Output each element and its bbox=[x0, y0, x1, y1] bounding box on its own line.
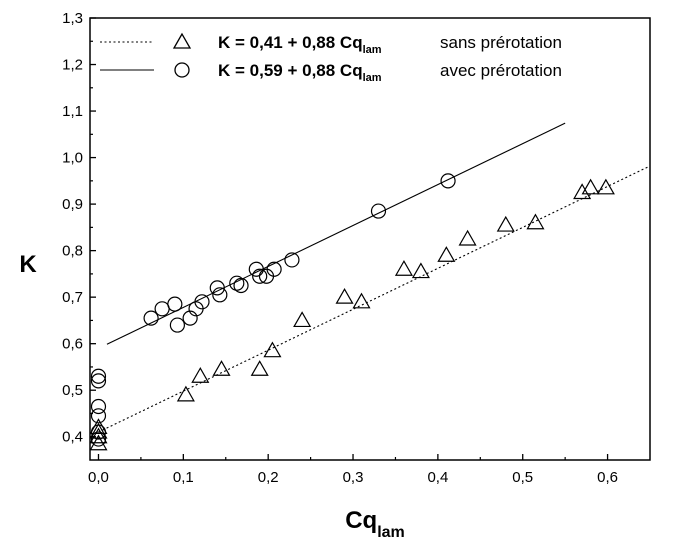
y-tick-label: 1,1 bbox=[62, 103, 83, 120]
fit-line-sans-prerotation bbox=[98, 165, 651, 433]
legend-formula-1: K = 0,41 + 0,88 Cqlam bbox=[218, 33, 382, 56]
legend-desc-1: sans prérotation bbox=[440, 33, 562, 52]
x-tick-label: 0,1 bbox=[173, 469, 194, 486]
y-tick-label: 1,0 bbox=[62, 150, 83, 167]
triangle-point bbox=[458, 229, 477, 246]
triangle-point bbox=[293, 311, 312, 328]
tick-labels: 0,0 0,1 0,2 0,3 0,4 0,5 0,6 0,4 0,5 0,6 0,7 0,8 0,9 1… bbox=[62, 10, 618, 486]
circle-point bbox=[194, 294, 210, 310]
legend-triangle-marker bbox=[172, 32, 192, 49]
triangle-point bbox=[89, 427, 108, 444]
x-tick-label: 0,0 bbox=[88, 469, 109, 486]
triangle-point bbox=[411, 262, 430, 279]
triangle-point bbox=[596, 178, 615, 195]
plot-frame bbox=[89, 17, 651, 461]
circle-point bbox=[370, 203, 387, 219]
fit-line-avec-prerotation bbox=[106, 122, 566, 345]
x-axis-title-main: Cq bbox=[345, 507, 377, 534]
circle-point bbox=[209, 280, 225, 296]
legend-formula-1-main: K = 0,41 + 0,88 Cq bbox=[218, 33, 363, 52]
triangle-point bbox=[394, 260, 413, 276]
triangle-point bbox=[496, 215, 515, 232]
y-tick-label: 0,9 bbox=[62, 196, 83, 213]
legend-circle-marker bbox=[174, 62, 190, 78]
circle-point bbox=[90, 398, 107, 415]
circle-point bbox=[143, 310, 159, 326]
triangle-point bbox=[89, 418, 108, 435]
circle-point bbox=[90, 373, 107, 389]
x-tick-label: 0,4 bbox=[427, 469, 448, 486]
legend-formula-2: K = 0,59 + 0,88 Cqlam bbox=[218, 61, 382, 84]
circle-point bbox=[212, 287, 228, 303]
legend-desc-2: avec prérotation bbox=[440, 61, 562, 80]
triangle-point bbox=[212, 360, 231, 376]
circle-point bbox=[167, 296, 183, 312]
circle-point bbox=[154, 301, 170, 317]
legend-entry-triangle: K = 0,41 + 0,88 Cqlam sans prérotation bbox=[100, 32, 562, 56]
axis-ticks bbox=[90, 17, 609, 460]
y-tick-label: 1,3 bbox=[62, 10, 83, 27]
legend-formula-2-main: K = 0,59 + 0,88 Cq bbox=[218, 61, 363, 80]
x-axis-title-sub: lam bbox=[377, 524, 405, 541]
legend-entry-circle: K = 0,59 + 0,88 Cqlam avec prérotation bbox=[100, 61, 562, 84]
x-tick-label: 0,6 bbox=[597, 469, 618, 486]
x-axis-title: Cqlam bbox=[345, 507, 405, 541]
triangle-point bbox=[581, 178, 600, 195]
circle-point bbox=[229, 275, 245, 291]
triangle-point bbox=[437, 246, 456, 262]
y-axis-title: K bbox=[19, 251, 37, 278]
triangle-point bbox=[526, 213, 545, 230]
y-tick-label: 0,7 bbox=[62, 289, 83, 306]
circle-point bbox=[90, 431, 107, 447]
legend-formula-2-sub: lam bbox=[363, 72, 382, 84]
circle-point bbox=[90, 368, 107, 384]
circle-point bbox=[252, 268, 268, 284]
x-tick-label: 0,2 bbox=[258, 469, 279, 486]
data-points bbox=[89, 173, 615, 451]
triangle-point bbox=[89, 422, 108, 439]
triangle-point bbox=[335, 287, 354, 304]
circle-point bbox=[169, 317, 185, 333]
circle-point bbox=[90, 424, 107, 440]
circle-point bbox=[284, 252, 300, 268]
y-tick-label: 0,6 bbox=[62, 336, 83, 353]
triangle-point bbox=[352, 292, 371, 309]
y-tick-label: 0,4 bbox=[62, 429, 83, 446]
y-tick-label: 0,5 bbox=[62, 382, 83, 399]
legend-formula-1-sub: lam bbox=[363, 44, 382, 56]
x-tick-label: 0,5 bbox=[512, 469, 533, 486]
fit-lines bbox=[98, 122, 651, 433]
circle-point bbox=[90, 408, 107, 424]
circle-point bbox=[248, 261, 264, 277]
y-tick-label: 0,8 bbox=[62, 243, 83, 260]
circle-point bbox=[266, 261, 282, 277]
triangle-point bbox=[176, 385, 195, 402]
y-tick-label: 1,2 bbox=[62, 57, 83, 74]
circle-point bbox=[440, 173, 456, 189]
x-tick-label: 0,3 bbox=[343, 469, 364, 486]
triangle-point bbox=[263, 341, 282, 358]
triangle-point bbox=[573, 183, 592, 200]
legend: K = 0,41 + 0,88 Cqlam sans prérotation K… bbox=[100, 32, 562, 84]
triangle-point bbox=[250, 360, 269, 376]
circle-point bbox=[233, 277, 249, 294]
circle-point bbox=[182, 310, 198, 326]
triangle-point bbox=[191, 367, 210, 383]
